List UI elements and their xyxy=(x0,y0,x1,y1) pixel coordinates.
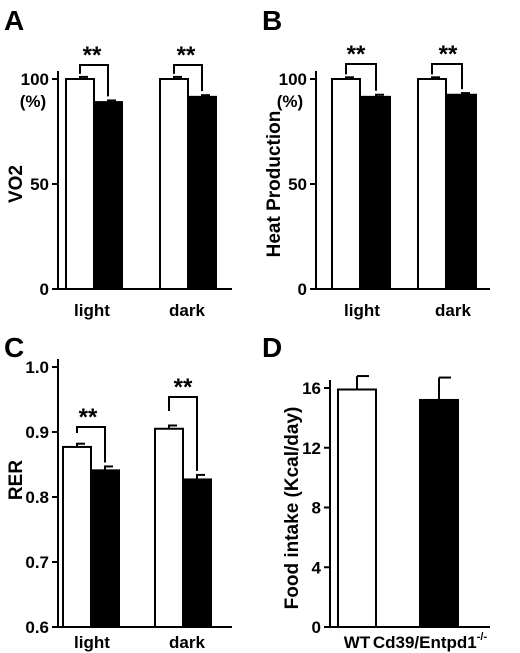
bar xyxy=(361,95,391,290)
x-tick-label: dark xyxy=(169,301,205,320)
y-tick-label: 0 xyxy=(298,280,307,299)
y-tick-label: 8 xyxy=(312,499,321,518)
panel-letter: D xyxy=(262,332,282,363)
bar xyxy=(417,78,447,290)
y-axis-label: RER xyxy=(6,460,27,500)
significance-bracket xyxy=(76,426,106,463)
y-tick-label: 0 xyxy=(40,280,49,299)
x-tick-label: light xyxy=(344,301,380,320)
y-tick-label: 16 xyxy=(302,379,321,398)
significance-bracket xyxy=(431,63,463,90)
y-axis-label: Food intake (Kcal/day) xyxy=(282,407,303,610)
significance-stars: ** xyxy=(83,42,102,69)
y-tick-label: 0 xyxy=(312,618,321,637)
significance-stars: ** xyxy=(79,404,98,431)
bar xyxy=(447,93,477,290)
x-tick-label: dark xyxy=(435,301,471,320)
y-tick-label: 50 xyxy=(288,175,307,194)
y-tick-label: 0.7 xyxy=(25,553,49,572)
y-tick-label: 4 xyxy=(312,558,322,577)
y-tick-label: 100 xyxy=(279,70,307,89)
y-tick-label: 0.6 xyxy=(25,618,49,637)
significance-stars: ** xyxy=(439,41,458,68)
y-tick-label: 1.0 xyxy=(25,358,49,377)
significance-bracket xyxy=(168,396,198,471)
x-tick-label: WT xyxy=(344,633,371,652)
significance-bracket xyxy=(79,64,109,97)
bar xyxy=(62,445,92,629)
bar xyxy=(182,478,212,629)
bar xyxy=(187,95,217,290)
panel-letter: B xyxy=(262,5,282,36)
panel-c: C 0.6 0.7 0.8 0.9 1.0 RER light dark ** ** xyxy=(4,332,232,652)
bar xyxy=(154,427,184,628)
x-tick-label: dark xyxy=(169,633,205,652)
bar xyxy=(337,388,377,628)
y-tick-label: 50 xyxy=(30,175,49,194)
y-tick-label: 12 xyxy=(302,439,321,458)
panel-a: A 0 50 100 VO2 (%) light dark ** ** xyxy=(4,5,232,320)
panel-letter: C xyxy=(4,332,24,363)
panel-letter: A xyxy=(4,5,24,36)
significance-bracket xyxy=(173,64,203,92)
bar xyxy=(65,78,95,290)
significance-bracket xyxy=(345,63,377,91)
bar xyxy=(93,101,123,290)
bar xyxy=(90,469,120,628)
y-axis-label: VO2 xyxy=(6,165,27,203)
y-tick-label: 100 xyxy=(21,70,49,89)
y-unit-label: (%) xyxy=(277,92,303,111)
panel-b: B 0 50 100 Heat Production(%) light dark ** ** xyxy=(262,5,490,320)
significance-stars: ** xyxy=(174,374,193,401)
x-tick-label: light xyxy=(74,633,110,652)
x-tick-label: Cd39/Entpd1-/- xyxy=(373,631,488,652)
panel-d: D 0 4 8 12 16 Food intake (Kcal/day) WT Cd39/Ent… xyxy=(262,332,490,652)
bar xyxy=(159,78,189,290)
y-tick-label: 0.8 xyxy=(25,488,49,507)
bar xyxy=(331,78,361,290)
bar xyxy=(419,398,459,629)
y-axis-label: Heat Production xyxy=(264,111,285,258)
y-unit-label: (%) xyxy=(20,92,46,111)
significance-stars: ** xyxy=(347,41,366,68)
x-tick-label: light xyxy=(74,301,110,320)
y-tick-label: 0.9 xyxy=(25,423,49,442)
significance-stars: ** xyxy=(177,42,196,69)
x-tick-label-superscript: -/- xyxy=(477,631,488,643)
